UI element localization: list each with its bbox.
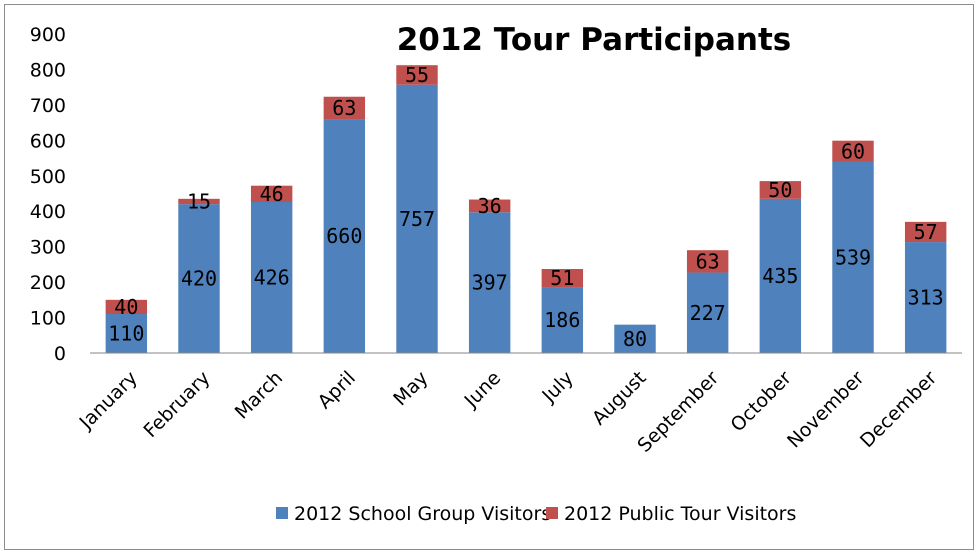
- bar-school-april: [323, 119, 366, 353]
- bar-public-october: [759, 181, 802, 199]
- y-tick-label: 800: [30, 59, 66, 81]
- x-tick-label: January: [75, 367, 142, 434]
- x-tick-label: July: [537, 367, 577, 407]
- bar-public-march: [250, 185, 293, 203]
- bar-public-june: [468, 199, 511, 213]
- bar-school-october: [759, 198, 802, 353]
- data-label: 660: [326, 224, 362, 248]
- legend-swatch: [546, 507, 558, 519]
- bar-school-november: [832, 161, 874, 353]
- data-labels: 110 40 420 15 426 46 660 63 757 55 397 36 186 51 80 227…: [108, 63, 943, 351]
- data-label: 539: [835, 245, 871, 269]
- bar-public-september: [686, 250, 729, 273]
- x-tick-label: November: [783, 367, 869, 453]
- bar-school-may: [396, 84, 438, 354]
- y-tick-label: 0: [54, 343, 66, 365]
- bar-school-january: [105, 314, 148, 353]
- legend-label: 2012 Public Tour Visitors: [564, 503, 796, 525]
- x-tick-label: May: [389, 367, 432, 410]
- y-axis-ticks: 0 100 200 300 400 500 600 700 800 900: [30, 24, 66, 365]
- data-label: 80: [623, 327, 647, 351]
- y-tick-label: 900: [30, 24, 66, 46]
- bar-public-may: [396, 65, 438, 85]
- bars: [105, 65, 947, 354]
- data-label: 227: [690, 301, 726, 325]
- y-tick-label: 100: [30, 308, 66, 330]
- bar-school-december: [904, 242, 947, 353]
- data-label: 51: [550, 266, 574, 290]
- data-label: 186: [544, 308, 580, 332]
- data-label: 63: [696, 249, 720, 273]
- y-tick-label: 600: [30, 130, 66, 152]
- legend: 2012 School Group Visitors 2012 Public To…: [276, 503, 796, 525]
- data-label: 397: [472, 271, 508, 295]
- y-tick-label: 700: [30, 95, 66, 117]
- data-label: 46: [260, 182, 284, 206]
- bar-school-august: [614, 324, 656, 353]
- bar-public-january: [105, 299, 148, 315]
- data-label: 63: [332, 96, 356, 120]
- x-tick-label: October: [727, 367, 796, 436]
- data-label: 426: [254, 266, 290, 290]
- bar-public-april: [323, 96, 366, 120]
- x-tick-label: December: [856, 367, 941, 452]
- data-label: 36: [478, 194, 502, 218]
- bar-school-march: [250, 202, 293, 353]
- data-label: 50: [768, 178, 792, 202]
- y-tick-label: 300: [30, 237, 66, 259]
- x-tick-label: April: [314, 367, 360, 413]
- data-label: 55: [405, 63, 429, 87]
- data-label: 757: [399, 207, 435, 231]
- data-label: 435: [762, 264, 798, 288]
- x-tick-label: March: [231, 367, 288, 424]
- data-label: 110: [108, 322, 144, 346]
- bar-school-july: [541, 287, 584, 353]
- data-label: 420: [181, 267, 217, 291]
- y-tick-label: 500: [30, 166, 66, 188]
- data-label: 15: [187, 189, 211, 213]
- data-label: 57: [914, 220, 938, 244]
- bar-school-february: [178, 204, 220, 353]
- y-tick-label: 400: [30, 201, 66, 223]
- data-label: 40: [114, 295, 138, 319]
- bar-public-december: [904, 221, 947, 243]
- bar-public-july: [541, 268, 584, 288]
- x-tick-label: February: [139, 367, 214, 442]
- chart-title: 2012 Tour Participants: [397, 22, 792, 58]
- bar-school-september: [686, 272, 729, 353]
- x-tick-label: June: [460, 367, 506, 413]
- bar-school-june: [468, 212, 511, 353]
- bar-public-november: [832, 140, 874, 162]
- x-tick-label: August: [588, 367, 651, 430]
- bar-public-february: [178, 198, 220, 205]
- legend-swatch: [276, 507, 288, 519]
- y-tick-label: 200: [30, 272, 66, 294]
- legend-label: 2012 School Group Visitors: [294, 503, 551, 525]
- data-label: 313: [908, 286, 944, 310]
- data-label: 60: [841, 139, 865, 163]
